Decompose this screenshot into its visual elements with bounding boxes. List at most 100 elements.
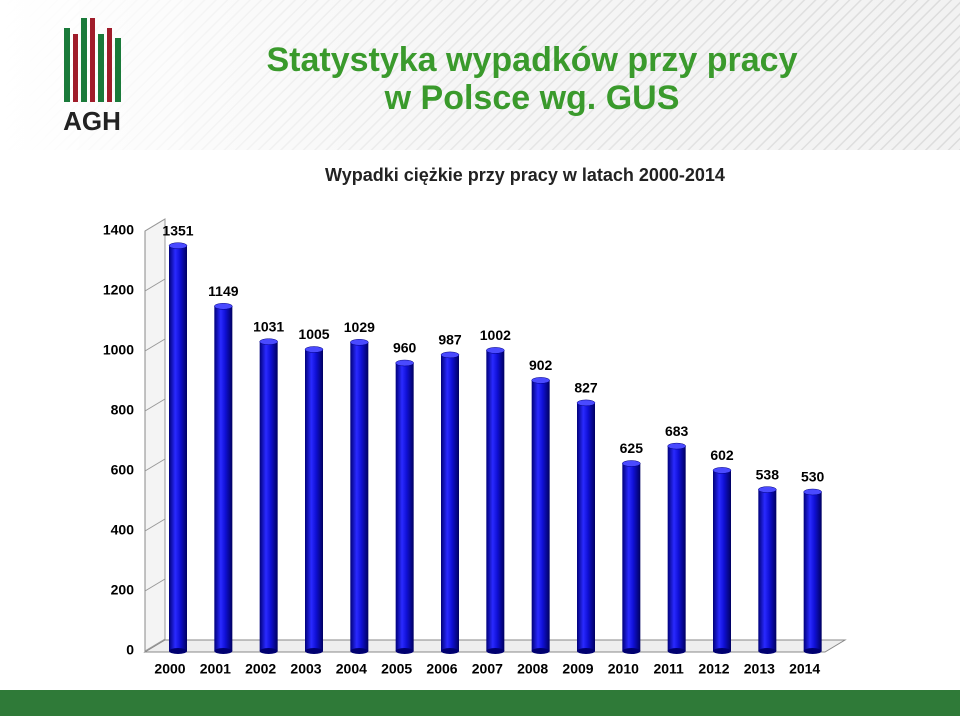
y-tick-label: 200 bbox=[111, 582, 135, 598]
bar-cap bbox=[168, 242, 188, 249]
bar-cap bbox=[214, 303, 233, 310]
x-tick-label: 2003 bbox=[290, 661, 321, 677]
bar bbox=[577, 402, 595, 651]
value-label: 625 bbox=[620, 440, 644, 456]
y-tick-label: 800 bbox=[111, 402, 135, 418]
value-label: 987 bbox=[438, 332, 462, 348]
bar-cap bbox=[304, 346, 324, 353]
value-label: 1031 bbox=[253, 318, 284, 334]
bar-bottom bbox=[758, 648, 777, 654]
value-label: 538 bbox=[756, 466, 780, 482]
x-tick-label: 2004 bbox=[336, 661, 367, 677]
bar-cap bbox=[395, 359, 414, 367]
x-tick-label: 2013 bbox=[744, 661, 775, 677]
slide-title: w Polsce wg. GUS bbox=[384, 79, 680, 117]
value-label: 530 bbox=[801, 469, 825, 485]
y-tick-label: 1200 bbox=[103, 282, 134, 298]
logo-text: AGH bbox=[63, 106, 121, 136]
bar bbox=[758, 489, 777, 651]
x-tick-label: 2001 bbox=[200, 661, 231, 677]
bar bbox=[169, 245, 187, 651]
bar bbox=[622, 463, 641, 651]
bar-bottom bbox=[577, 648, 595, 654]
bar bbox=[531, 380, 550, 651]
bar-cap bbox=[712, 467, 732, 474]
footer-bar bbox=[0, 690, 960, 716]
bar-bottom bbox=[395, 648, 414, 654]
tick-mark bbox=[144, 398, 166, 412]
value-label: 683 bbox=[665, 423, 689, 439]
x-tick-label: 2000 bbox=[154, 661, 185, 677]
bar-cap bbox=[622, 460, 641, 467]
value-label: 1149 bbox=[208, 283, 239, 299]
tick-mark bbox=[144, 578, 166, 592]
bar-bottom bbox=[350, 648, 369, 654]
value-label: 1005 bbox=[298, 326, 329, 342]
tick-mark bbox=[144, 458, 166, 472]
tick-mark bbox=[144, 638, 166, 652]
y-tick-label: 1000 bbox=[103, 342, 134, 358]
x-tick-label: 2002 bbox=[245, 661, 276, 677]
bar-cap bbox=[803, 488, 822, 496]
tick-mark bbox=[144, 278, 166, 292]
value-label: 602 bbox=[710, 447, 734, 463]
value-label: 960 bbox=[393, 340, 417, 356]
y-tick-label: 0 bbox=[126, 642, 134, 658]
tick-mark bbox=[144, 218, 166, 232]
bar bbox=[486, 350, 505, 651]
header-fade bbox=[0, 0, 960, 150]
tick-mark bbox=[144, 518, 166, 532]
bar-cap bbox=[440, 351, 460, 359]
bar-bottom bbox=[713, 648, 731, 654]
back-wall bbox=[144, 218, 166, 653]
bar-bottom bbox=[214, 648, 233, 654]
slide-title: Statystyka wypadków przy pracy bbox=[266, 41, 797, 79]
bar bbox=[803, 492, 822, 651]
y-tick-label: 600 bbox=[111, 462, 135, 478]
bar-bottom bbox=[803, 648, 822, 654]
x-tick-label: 2011 bbox=[653, 661, 684, 677]
bar-bottom bbox=[169, 648, 187, 654]
bar-bottom bbox=[531, 648, 550, 654]
bar-bottom bbox=[622, 648, 641, 654]
x-tick-label: 2009 bbox=[562, 661, 593, 677]
y-tick-label: 1400 bbox=[103, 222, 134, 238]
bar-bottom bbox=[259, 648, 278, 654]
bar-bottom bbox=[305, 648, 323, 654]
bar bbox=[713, 470, 731, 651]
value-label: 827 bbox=[574, 380, 598, 396]
x-tick-label: 2007 bbox=[472, 661, 503, 677]
bar bbox=[305, 349, 323, 651]
value-label: 1351 bbox=[162, 222, 193, 238]
chart-title: Wypadki ciężkie przy pracy w latach 2000… bbox=[325, 165, 725, 185]
x-tick-label: 2006 bbox=[426, 661, 457, 677]
x-tick-label: 2005 bbox=[381, 661, 412, 677]
value-label: 902 bbox=[529, 357, 553, 373]
bar bbox=[441, 354, 459, 651]
logo: AGH bbox=[63, 18, 121, 136]
bar-bottom bbox=[486, 648, 505, 654]
bar bbox=[350, 342, 369, 651]
bar bbox=[395, 363, 414, 651]
bar bbox=[214, 306, 233, 651]
value-label: 1029 bbox=[344, 319, 375, 335]
tick-mark bbox=[144, 338, 166, 352]
bar bbox=[667, 446, 686, 651]
value-label: 1002 bbox=[480, 327, 511, 343]
bar-bottom bbox=[441, 648, 459, 654]
bar bbox=[259, 341, 278, 651]
bar-bottom bbox=[667, 648, 686, 654]
x-tick-label: 2008 bbox=[517, 661, 548, 677]
bar-cap bbox=[350, 339, 369, 346]
bar-cap bbox=[259, 338, 278, 345]
bar-cap bbox=[576, 399, 596, 407]
x-tick-label: 2014 bbox=[789, 661, 820, 677]
bar-cap bbox=[531, 377, 550, 384]
y-tick-label: 400 bbox=[111, 522, 135, 538]
bar-cap bbox=[758, 486, 777, 493]
bar-cap bbox=[486, 347, 505, 354]
x-tick-label: 2012 bbox=[698, 661, 729, 677]
plot: 0 200 400 600 800 1000 1200 1400 2000 1351 2001 114… bbox=[103, 218, 825, 677]
